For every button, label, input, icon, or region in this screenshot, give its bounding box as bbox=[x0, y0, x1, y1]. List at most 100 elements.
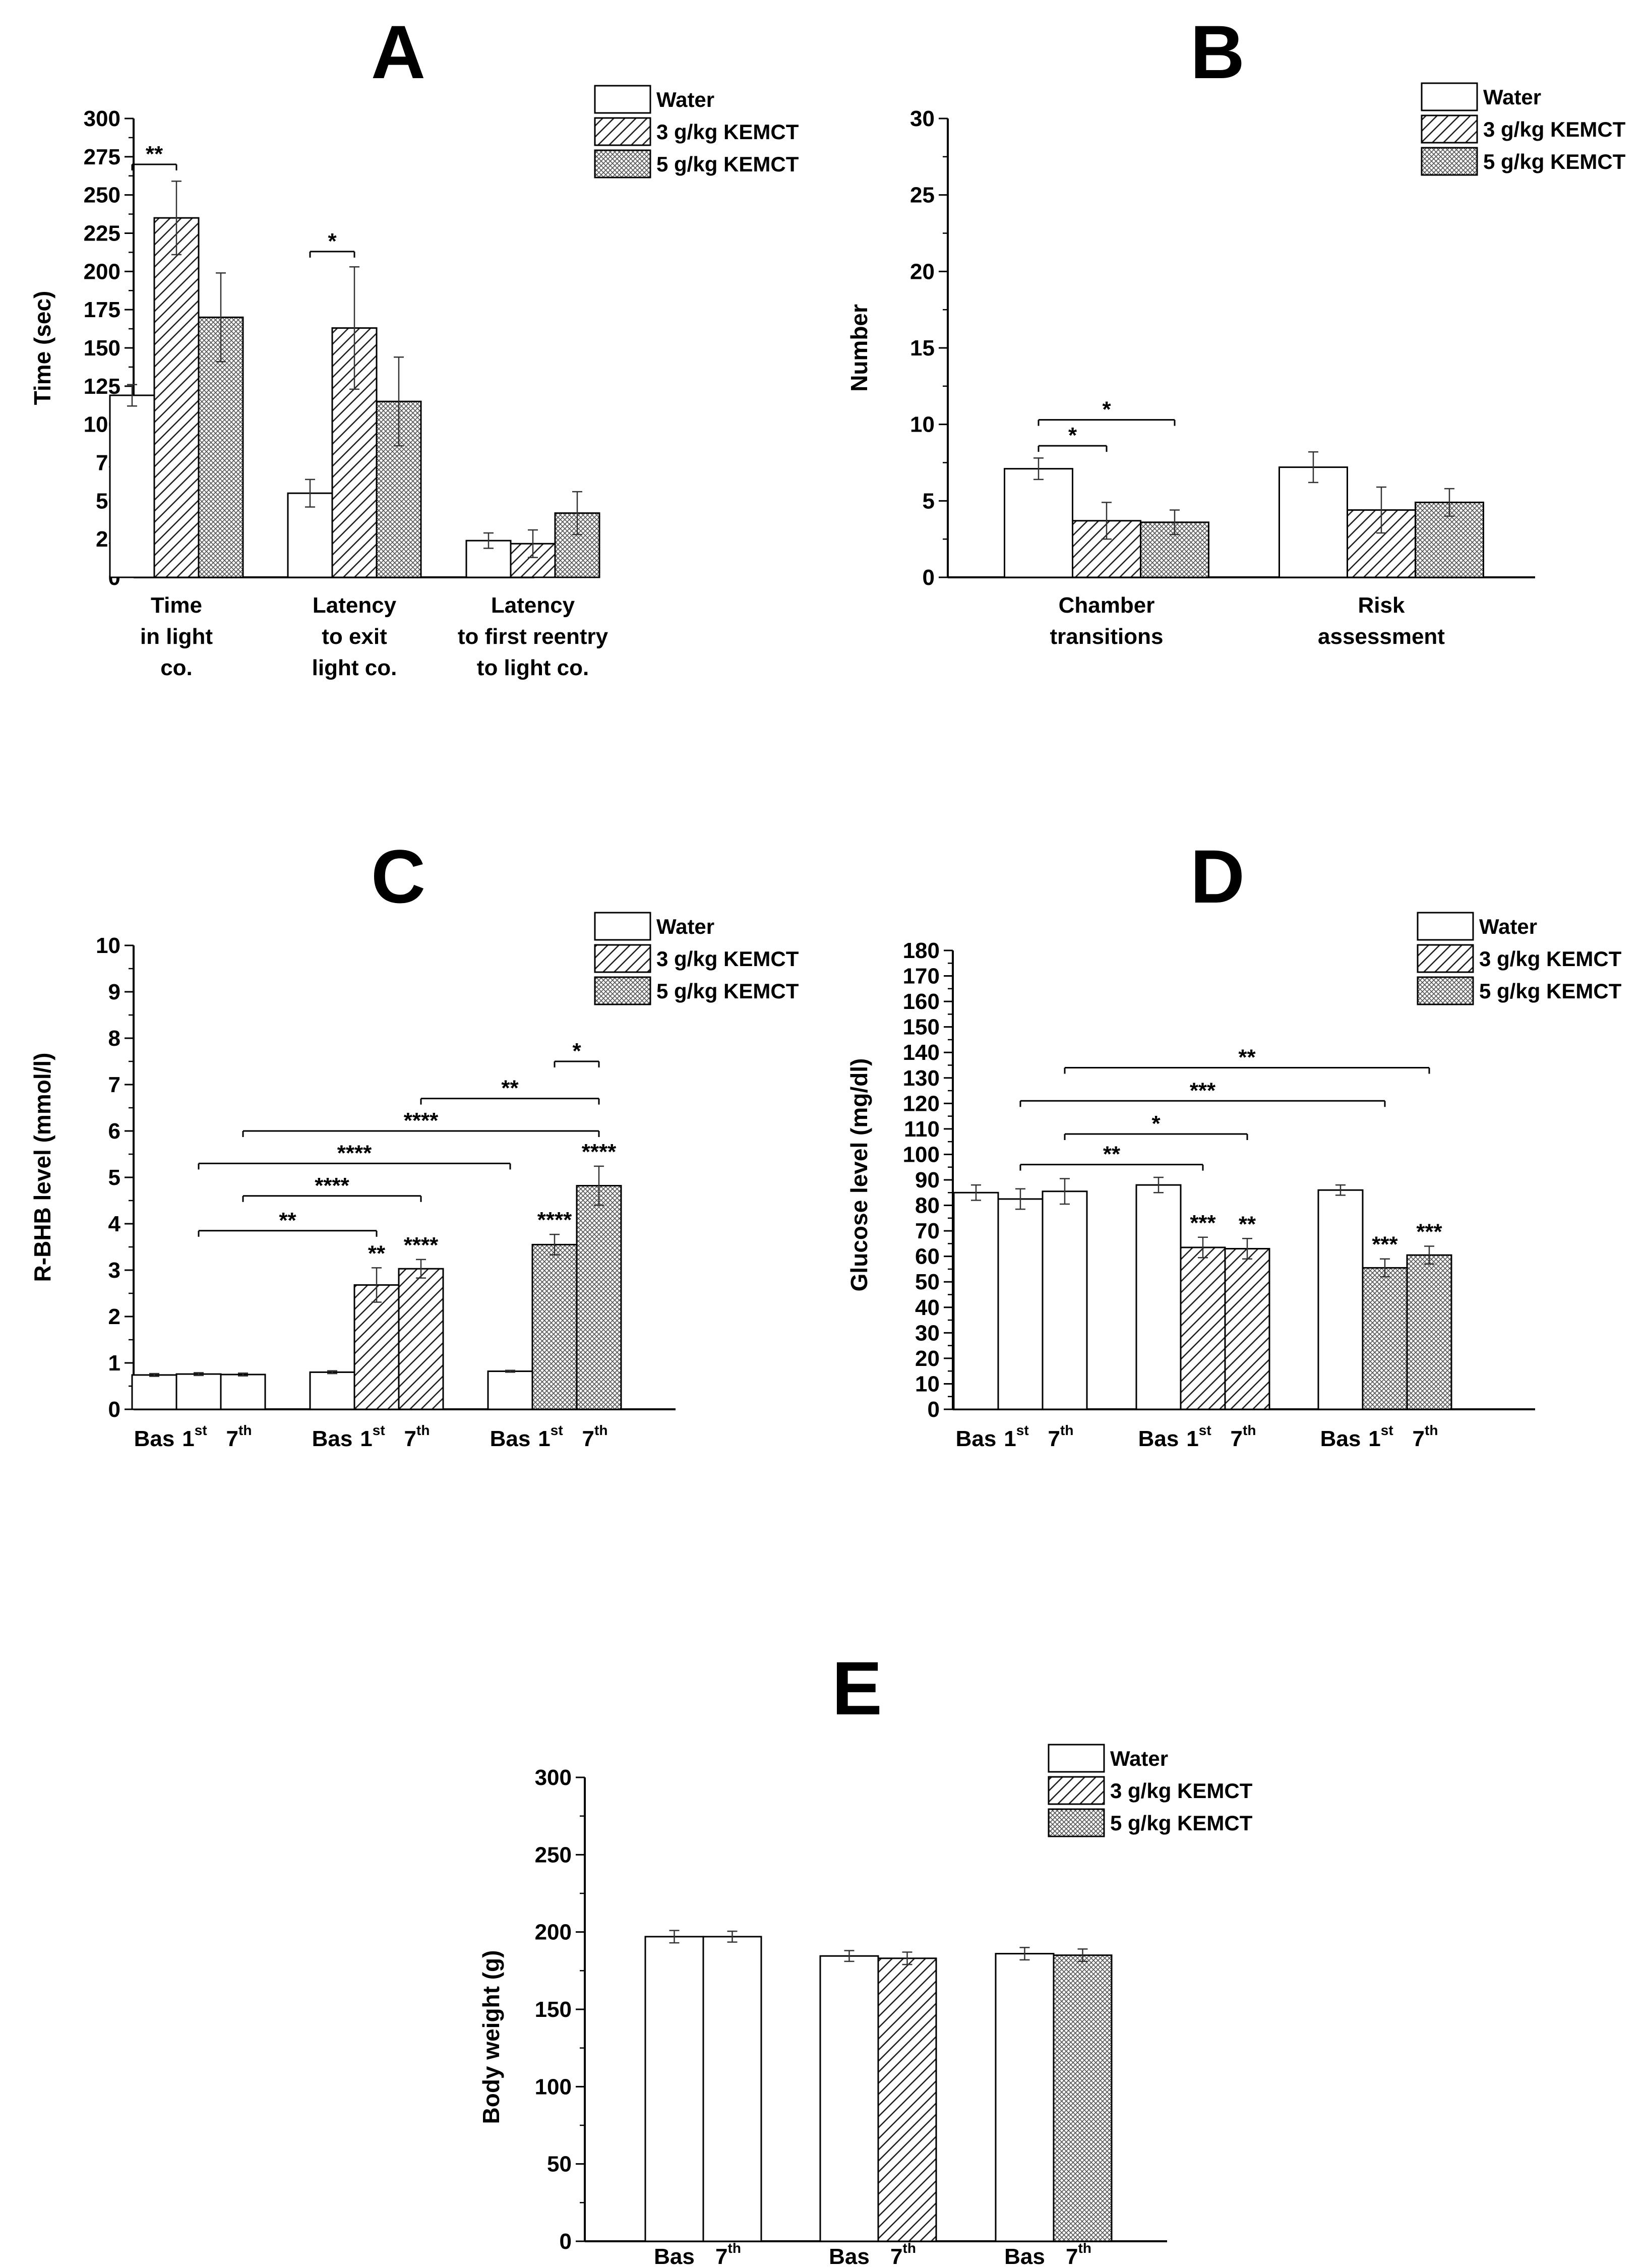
panel-e-sub-label: 7th bbox=[715, 2240, 741, 2268]
panel-e-sub-label: Bas bbox=[1004, 2244, 1045, 2268]
panel-a-significance-bracket bbox=[131, 163, 177, 170]
panel-d-bar bbox=[1224, 1248, 1270, 1410]
panel-e-y-axis-label: Body weight (g) bbox=[478, 1950, 504, 2124]
panel-e-sub-label: Bas bbox=[829, 2244, 870, 2268]
panel-a-legend: Water 3 g/kg KEMCT 5 g/kg KEMCT bbox=[594, 85, 799, 178]
panel-b-y-tick-label: 5 bbox=[923, 489, 935, 513]
panel-c-legend-item: Water bbox=[594, 912, 714, 941]
panel-c-significance-label: * bbox=[572, 1039, 581, 1063]
panel-e-sub-label: Bas bbox=[654, 2244, 695, 2268]
panel-d-bar bbox=[997, 1198, 1044, 1410]
panel-c-sub-label-sup: st bbox=[373, 1422, 385, 1438]
panel-c-legend: Water 3 g/kg KEMCT 5 g/kg KEMCT bbox=[594, 912, 799, 1005]
panel-d-bar bbox=[953, 1191, 999, 1410]
panel-a-error-bar bbox=[349, 266, 359, 390]
legend-label: Water bbox=[1110, 1747, 1168, 1770]
panel-a-category-label: Time bbox=[151, 593, 202, 618]
panel-e-legend-item: 5 g/kg KEMCT bbox=[1048, 1808, 1253, 1837]
panel-d-y-tick-label: 140 bbox=[903, 1040, 940, 1065]
panel-c-y-tick-label: 1 bbox=[108, 1351, 120, 1376]
panel-d-legend-item: Water bbox=[1417, 912, 1537, 941]
panel-a-error-bar bbox=[216, 272, 226, 363]
panel-c-significance-label: **** bbox=[337, 1141, 372, 1165]
panel-d-y-tick-label: 0 bbox=[928, 1397, 940, 1422]
panel-e-error-bar bbox=[1019, 1947, 1030, 1961]
legend-swatch bbox=[594, 149, 651, 178]
panel-a-y-tick-label: 225 bbox=[84, 221, 120, 246]
panel-b-y-tick-label: 10 bbox=[910, 412, 935, 437]
panel-d-significance-label: * bbox=[1151, 1111, 1161, 1136]
panel-a-error-bar bbox=[483, 532, 494, 549]
panel-b-category-label: Chamber bbox=[1059, 593, 1155, 618]
panel-e-error-bar bbox=[727, 1930, 738, 1943]
panel-d-bar-significance: ** bbox=[1239, 1212, 1256, 1236]
panel-a-error-bar bbox=[127, 384, 137, 407]
panel-c-significance-label: ** bbox=[279, 1208, 296, 1233]
panel-a-category-label: Latency bbox=[313, 593, 397, 618]
panel-d-sub-label-sup: th bbox=[1243, 1422, 1256, 1438]
panel-d-error-bar bbox=[1153, 1176, 1164, 1193]
panel-c-significance-label: ** bbox=[501, 1076, 519, 1101]
panel-d-significance-label: ** bbox=[1103, 1142, 1121, 1167]
legend-label: 3 g/kg KEMCT bbox=[656, 947, 799, 971]
panel-d-error-bar bbox=[1060, 1178, 1070, 1205]
panel-c-sub-label: 7th bbox=[226, 1422, 252, 1451]
panel-a-category-label: in light bbox=[140, 624, 213, 649]
legend-swatch bbox=[1421, 82, 1478, 111]
legend-label: 5 g/kg KEMCT bbox=[656, 152, 799, 176]
panel-d-bar bbox=[1406, 1254, 1452, 1410]
panel-d-sub-label-sup: th bbox=[1060, 1422, 1073, 1438]
panel-a-category-label: to light co. bbox=[477, 655, 589, 680]
panel-e-sub-label: 7th bbox=[890, 2240, 916, 2268]
panel-e-sub-label-sup: th bbox=[903, 2240, 916, 2256]
panel-c-error-bar bbox=[372, 1267, 382, 1303]
panel-b-legend-item: Water bbox=[1421, 82, 1541, 111]
panel-d-sub-label-sup: st bbox=[1016, 1422, 1029, 1438]
panel-c-sub-label: Bas bbox=[134, 1426, 175, 1451]
panel-b-legend-item: 5 g/kg KEMCT bbox=[1421, 147, 1626, 176]
panel-e-legend-item: Water bbox=[1048, 1744, 1168, 1773]
panel-d-y-axis-label: Glucose level (mg/dl) bbox=[846, 1058, 872, 1292]
panel-c-bar bbox=[175, 1373, 222, 1410]
panel-e-bar bbox=[995, 1953, 1055, 2242]
panel-c-error-bar bbox=[416, 1259, 426, 1279]
panel-d-y-tick-label: 30 bbox=[915, 1321, 940, 1345]
panel-d-sub-label: 1st bbox=[1186, 1422, 1211, 1451]
panel-b-category-label: transitions bbox=[1050, 624, 1164, 649]
panel-c-error-bar bbox=[149, 1372, 159, 1377]
panel-c-bar bbox=[487, 1370, 533, 1410]
legend-swatch bbox=[1417, 976, 1474, 1005]
panel-c-title: C bbox=[371, 834, 425, 919]
panel-d-y-tick-label: 120 bbox=[903, 1091, 940, 1116]
panel-d-y-tick-label: 80 bbox=[915, 1193, 940, 1218]
panel-b-significance-label: * bbox=[1068, 423, 1077, 448]
legend-swatch bbox=[594, 117, 651, 146]
panel-b-y-tick-label: 30 bbox=[910, 106, 935, 131]
panel-b-y-tick-label: 20 bbox=[910, 259, 935, 284]
panel-d-sub-label: Bas bbox=[1138, 1426, 1179, 1451]
panel-d-bar bbox=[1180, 1246, 1226, 1410]
panel-c-bar-significance: **** bbox=[537, 1208, 572, 1232]
panel-c-y-tick-label: 3 bbox=[108, 1258, 120, 1283]
panel-c-bar-significance: **** bbox=[582, 1140, 617, 1164]
panel-d-error-bar bbox=[1424, 1245, 1434, 1265]
panel-d-sub-label: Bas bbox=[956, 1426, 997, 1451]
panel-e-title: E bbox=[832, 1646, 882, 1730]
panel-c-bar bbox=[531, 1243, 578, 1410]
panel-a-error-bar bbox=[394, 356, 404, 447]
panel-e-bar bbox=[877, 1957, 937, 2242]
panel-c-y-tick-label: 4 bbox=[108, 1212, 121, 1236]
panel-c-sub-label-sup: th bbox=[238, 1422, 252, 1438]
legend-label: Water bbox=[656, 915, 714, 938]
legend-label: 3 g/kg KEMCT bbox=[656, 120, 799, 144]
panel-b-bar bbox=[1004, 468, 1073, 578]
panel-e-legend-item: 3 g/kg KEMCT bbox=[1048, 1776, 1253, 1805]
panel-d-plot: 0102030405060708090100110120130140150160… bbox=[903, 938, 1535, 1451]
panel-b-significance-label: * bbox=[1102, 397, 1111, 422]
panel-c-y-tick-label: 5 bbox=[108, 1165, 120, 1190]
legend-swatch bbox=[594, 976, 651, 1005]
panel-d-y-tick-label: 90 bbox=[915, 1168, 940, 1192]
panel-c-significance-bracket bbox=[554, 1060, 600, 1067]
legend-swatch bbox=[594, 912, 651, 941]
panel-c-bar-significance: **** bbox=[404, 1233, 439, 1258]
